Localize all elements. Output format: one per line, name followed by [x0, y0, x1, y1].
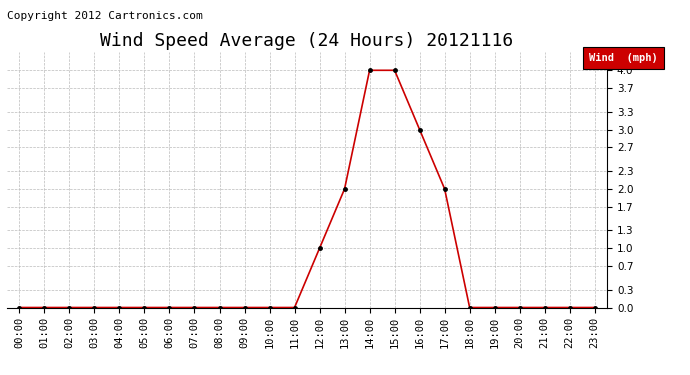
Title: Wind Speed Average (24 Hours) 20121116: Wind Speed Average (24 Hours) 20121116: [101, 32, 513, 50]
Text: Copyright 2012 Cartronics.com: Copyright 2012 Cartronics.com: [7, 11, 203, 21]
Text: Wind  (mph): Wind (mph): [589, 53, 658, 63]
